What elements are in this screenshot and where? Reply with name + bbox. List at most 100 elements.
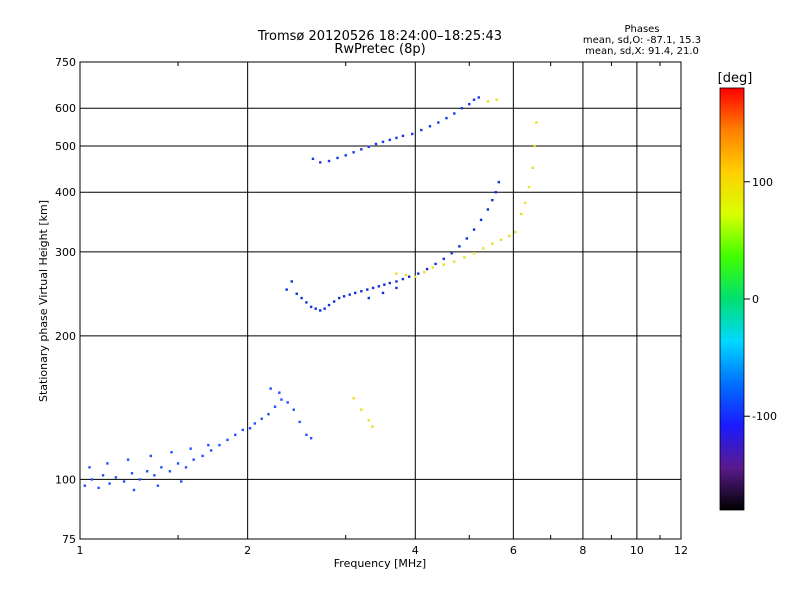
data-point — [269, 387, 272, 390]
y-tick-label: 100 — [55, 473, 76, 486]
data-point — [465, 237, 469, 240]
data-point — [425, 267, 429, 271]
data-point — [401, 277, 405, 281]
data-point — [286, 401, 289, 404]
data-point — [83, 484, 86, 487]
x-axis-label: Frequency [MHz] — [334, 557, 426, 570]
x-tick-label: 10 — [630, 544, 644, 557]
data-point — [482, 247, 485, 250]
data-point — [371, 286, 375, 290]
data-point — [309, 305, 313, 309]
data-point — [156, 484, 160, 487]
data-point — [168, 470, 172, 473]
data-point — [477, 96, 480, 99]
colorbar-tick-label: 100 — [752, 176, 773, 189]
x-tick-label: 2 — [244, 544, 251, 557]
colorbar-ticks: 100 0 -100 — [744, 176, 777, 423]
data-point — [323, 307, 326, 310]
data-point — [360, 290, 363, 293]
data-point — [160, 466, 163, 469]
data-point — [491, 198, 494, 202]
data-point — [248, 427, 252, 430]
phases-heading: Phases — [624, 24, 659, 35]
data-point — [298, 420, 301, 424]
data-point — [491, 242, 494, 245]
data-point — [472, 228, 476, 231]
data-point — [468, 102, 471, 106]
x-tick-label: 12 — [674, 544, 688, 557]
x-tick-label: 1 — [77, 544, 84, 557]
data-point — [414, 275, 417, 278]
data-point — [311, 157, 315, 161]
data-point — [189, 447, 192, 450]
data-point — [145, 470, 149, 473]
data-point — [108, 482, 111, 485]
data-point — [460, 107, 464, 110]
data-point — [352, 151, 355, 154]
data-point — [395, 136, 398, 140]
data-point — [371, 425, 374, 428]
colorbar-tick-label: 0 — [752, 293, 759, 306]
data-point — [463, 256, 466, 259]
y-tick-label: 200 — [55, 330, 76, 343]
data-point — [273, 405, 277, 408]
data-point — [388, 281, 392, 285]
data-point — [407, 275, 411, 278]
data-point — [184, 466, 188, 469]
data-point — [417, 272, 420, 275]
data-point — [352, 396, 355, 400]
plot-frame — [79, 61, 682, 540]
data-point — [290, 280, 293, 283]
data-point — [428, 125, 432, 128]
data-point — [431, 266, 434, 269]
data-point — [106, 462, 109, 465]
data-point — [336, 156, 339, 160]
data-point — [486, 100, 490, 103]
data-point — [437, 121, 440, 124]
data-point — [442, 263, 445, 266]
colorbar — [719, 87, 745, 511]
data-point — [458, 245, 461, 248]
data-point — [126, 458, 130, 461]
data-point — [523, 201, 527, 205]
data-point — [344, 154, 347, 157]
data-point — [499, 238, 503, 241]
data-point — [305, 301, 308, 304]
data-point — [535, 121, 538, 124]
y-tick-label: 300 — [55, 246, 76, 259]
x-tick-label: 4 — [412, 544, 419, 557]
y-tick-label: 500 — [55, 140, 76, 153]
data-point — [383, 283, 386, 286]
phases-line-x: mean, sd,X: 91.4, 21.0 — [585, 46, 699, 57]
data-point — [260, 417, 263, 420]
data-point — [381, 140, 385, 144]
data-point — [130, 472, 134, 475]
data-point — [497, 180, 501, 184]
data-point — [514, 230, 517, 234]
grid-lines — [80, 62, 681, 539]
data-point — [472, 98, 476, 101]
data-point — [114, 476, 118, 479]
data-point — [367, 419, 370, 422]
data-point — [374, 142, 378, 146]
data-point — [453, 112, 456, 115]
x-tick-label: 8 — [579, 544, 586, 557]
data-point — [207, 443, 210, 447]
data-point — [450, 252, 453, 255]
data-point — [132, 488, 136, 492]
data-point — [300, 296, 303, 300]
data-point — [153, 474, 156, 477]
data-point — [533, 144, 536, 148]
data-point — [149, 454, 152, 458]
data-point — [278, 391, 281, 394]
data-point — [348, 293, 351, 296]
data-point — [472, 252, 476, 255]
data-point — [180, 480, 183, 483]
data-point — [479, 218, 483, 222]
data-point — [377, 285, 381, 288]
y-tick-label: 750 — [55, 56, 76, 69]
data-point — [366, 288, 369, 291]
data-point — [520, 212, 523, 216]
data-point — [434, 262, 437, 266]
data-point — [201, 454, 204, 458]
